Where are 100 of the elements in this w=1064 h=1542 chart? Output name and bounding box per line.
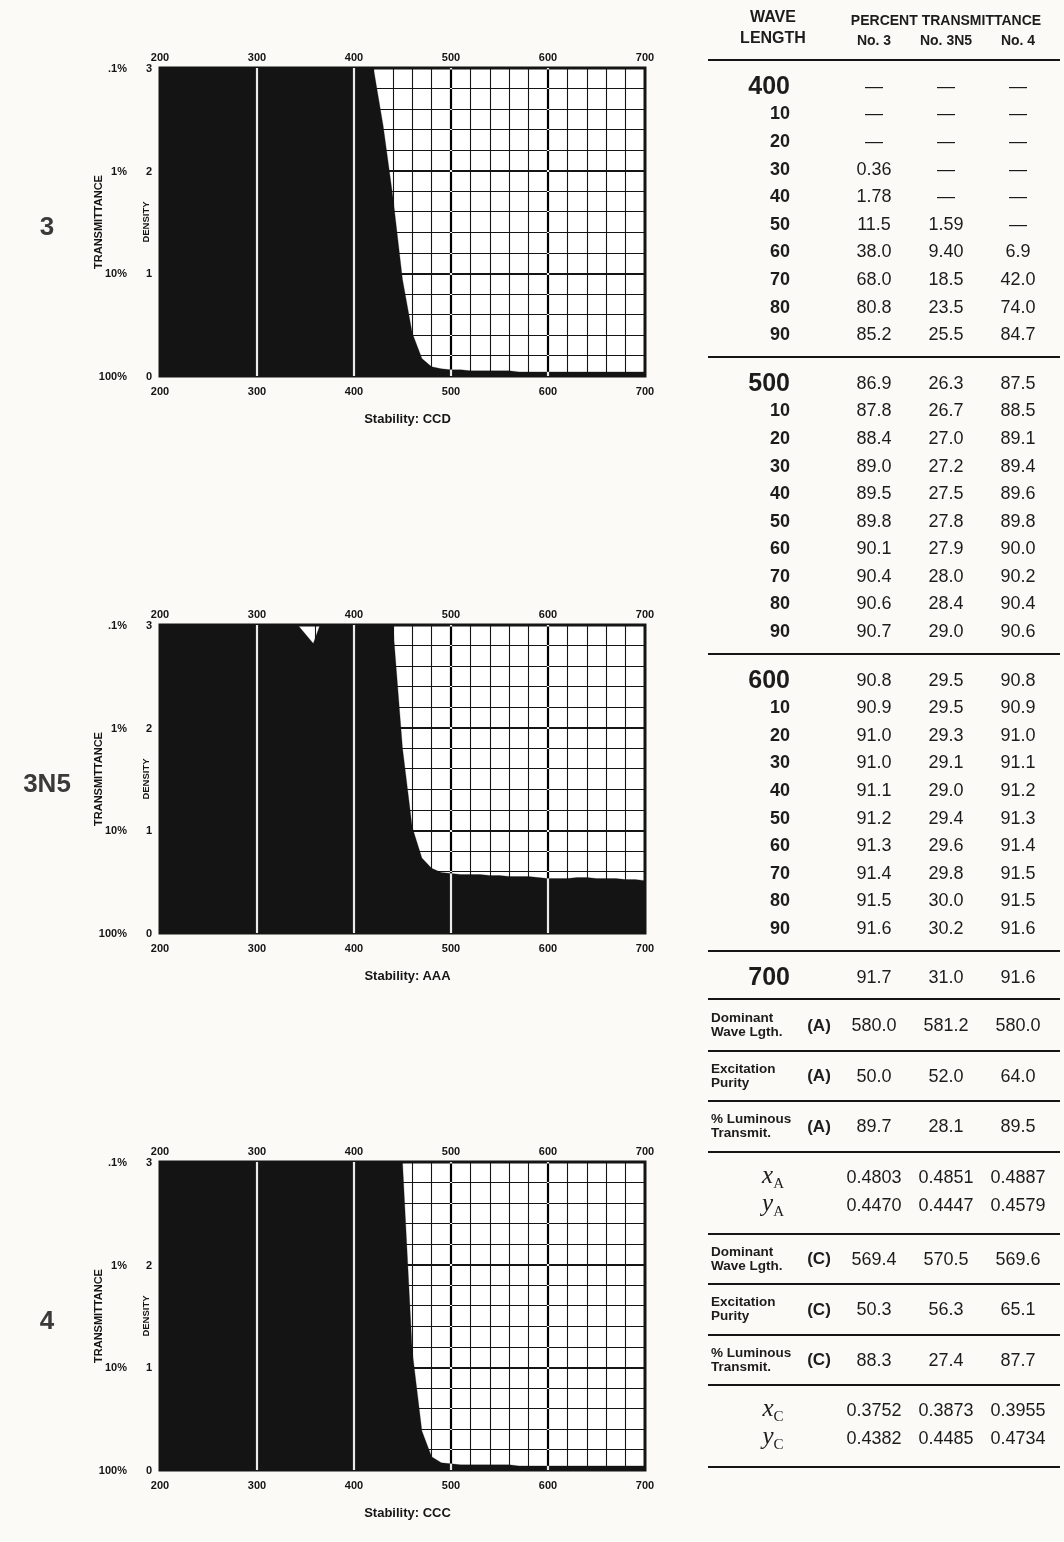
x-tick-label: 200	[150, 1144, 170, 1157]
x-tick-label: 400	[344, 607, 364, 620]
data-label: 89.5	[999, 1116, 1037, 1137]
data-label: 91.2	[999, 780, 1037, 801]
data-label: 569.4	[850, 1248, 898, 1269]
y-axis-title: DENSITY	[139, 757, 151, 800]
y2-tick-label: 1%	[111, 721, 128, 734]
data-label: 89.0	[855, 455, 893, 476]
x-tick-label: 700	[635, 1144, 655, 1157]
y-tick-label: 60	[768, 835, 791, 856]
y-tick-label: % Luminous Transmit.	[710, 1111, 793, 1141]
y-tick-label: Excitation Purity	[710, 1294, 777, 1324]
y-tick-label: 3	[145, 62, 152, 74]
data-label: 23.5	[927, 296, 965, 317]
y-tick-label: 90	[768, 621, 791, 642]
y-tick-label: 0	[145, 1464, 152, 1476]
y-tick-label: 20	[768, 130, 791, 151]
text: Stability: AAA	[364, 968, 452, 983]
y-tick-label: 500	[747, 368, 791, 397]
y-tick-label: 30	[768, 455, 791, 476]
y-tick-label: Dominant Wave Lgth.	[710, 1010, 784, 1040]
y-tick-label: 40	[768, 186, 791, 207]
data-label: 9.40	[927, 241, 965, 262]
y2-axis-title: TRANSMITTANCE	[91, 732, 104, 826]
data-label: 569.6	[994, 1248, 1042, 1269]
x-tick-label: 700	[635, 607, 655, 620]
y-axis-title: DENSITY	[139, 200, 151, 243]
data-label: 91.5	[999, 862, 1037, 883]
y2-tick-label: (A)	[806, 1116, 832, 1136]
data-label: 91.4	[855, 862, 893, 883]
data-label: 91.6	[999, 918, 1037, 939]
data-label: 581.2	[922, 1015, 970, 1036]
data-label: 90.1	[855, 538, 893, 559]
x-tick-label: No. 4	[999, 32, 1037, 48]
data-label: 91.1	[855, 780, 893, 801]
x2-tick-label: 600	[538, 384, 558, 397]
data-label: 26.7	[927, 400, 965, 421]
y-tick-label: 80	[768, 296, 791, 317]
x-axis-title: PERCENT TRANSMITTANCE	[849, 12, 1043, 28]
data-label: 0.4447	[917, 1194, 975, 1215]
data-label: 90.6	[855, 593, 893, 614]
data-label: 91.0	[999, 724, 1037, 745]
y-tick-label: 90	[768, 918, 791, 939]
y-tick-label: 30	[768, 752, 791, 773]
data-label: 65.1	[999, 1299, 1037, 1320]
y-tick-label: 0	[145, 370, 152, 382]
y-tick-label: 80	[768, 593, 791, 614]
data-label: 91.7	[855, 966, 893, 987]
y-tick-label: 3	[145, 619, 152, 631]
text: —	[865, 130, 883, 151]
text: —	[937, 103, 955, 124]
data-label: 85.2	[855, 324, 893, 345]
data-label: 28.1	[927, 1116, 965, 1137]
data-label: 89.8	[855, 510, 893, 531]
x-tick-label: No. 3N5	[918, 32, 974, 48]
y2-tick-label: (C)	[806, 1249, 832, 1269]
y-axis-title: WAVE LENGTH	[739, 7, 807, 48]
y-tick-label: Dominant Wave Lgth.	[710, 1243, 784, 1273]
data-label: 29.5	[927, 669, 965, 690]
y2-tick-label: .1%	[108, 1156, 128, 1168]
data-label: 89.6	[999, 483, 1037, 504]
data-label: 6.9	[1004, 241, 1032, 262]
text: —	[937, 130, 955, 151]
data-label: 91.3	[855, 835, 893, 856]
data-label: 27.5	[927, 483, 965, 504]
text: —	[1009, 213, 1027, 234]
data-label: 91.4	[999, 835, 1037, 856]
data-label: 27.2	[927, 455, 965, 476]
data-label: 0.3955	[989, 1400, 1047, 1420]
data-label: 89.5	[855, 483, 893, 504]
x2-tick-label: 600	[538, 941, 558, 954]
y-tick-label: 2	[145, 1258, 152, 1271]
data-label: 80.8	[855, 296, 893, 317]
data-label: 91.1	[999, 752, 1037, 773]
y-tick-label: 40	[768, 483, 791, 504]
y-tick-label: 90	[768, 324, 791, 345]
text: —	[937, 75, 955, 96]
data-label: 0.4470	[845, 1194, 903, 1215]
data-label: 26.3	[927, 372, 965, 393]
data-label: 84.7	[999, 324, 1037, 345]
text: Stability: CCD	[364, 411, 451, 426]
data-label: 91.5	[999, 890, 1037, 911]
data-label: 50.3	[855, 1299, 893, 1320]
data-label: 50.0	[855, 1065, 893, 1086]
x-tick-label: 500	[441, 607, 461, 620]
data-label: 89.1	[999, 427, 1037, 448]
text: Stability: CCC	[364, 1505, 452, 1520]
x-tick-label: 500	[441, 50, 461, 63]
x-tick-label: 700	[635, 50, 655, 63]
x-tick-label: 600	[538, 607, 558, 620]
x-tick-label: 600	[538, 1144, 558, 1157]
data-label: 90.9	[999, 697, 1037, 718]
data-label: 91.2	[855, 807, 893, 828]
data-label: 1.78	[855, 186, 893, 207]
data-label: 18.5	[927, 268, 965, 289]
y2-tick-label: (C)	[806, 1350, 832, 1370]
y-tick-label: 1	[145, 267, 152, 280]
y-tick-label: 80	[768, 890, 791, 911]
text: —	[1009, 158, 1027, 179]
data-label: 91.3	[999, 807, 1037, 828]
